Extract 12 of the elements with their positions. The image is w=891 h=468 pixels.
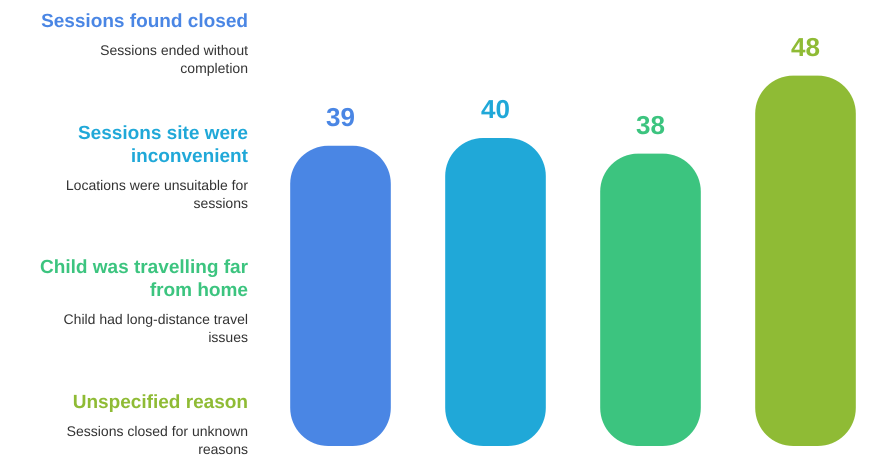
text: Sessions site were inconvenient <box>76 122 248 168</box>
text: Child was travelling far from home <box>39 256 248 302</box>
text: Locations were unsuitable for sessions <box>64 176 248 212</box>
text: Sessions ended without completion <box>99 41 248 77</box>
text: Sessions closed for unknown reasons <box>66 422 248 458</box>
data-label: 38 <box>636 110 665 140</box>
data-label: 39 <box>326 102 355 132</box>
text: Child had long-distance travel issues <box>62 310 248 346</box>
data-label: 48 <box>791 32 820 62</box>
text: Sessions found closed <box>40 10 248 33</box>
text: Unspecified reason <box>72 390 248 414</box>
data-label: 40 <box>481 94 510 124</box>
